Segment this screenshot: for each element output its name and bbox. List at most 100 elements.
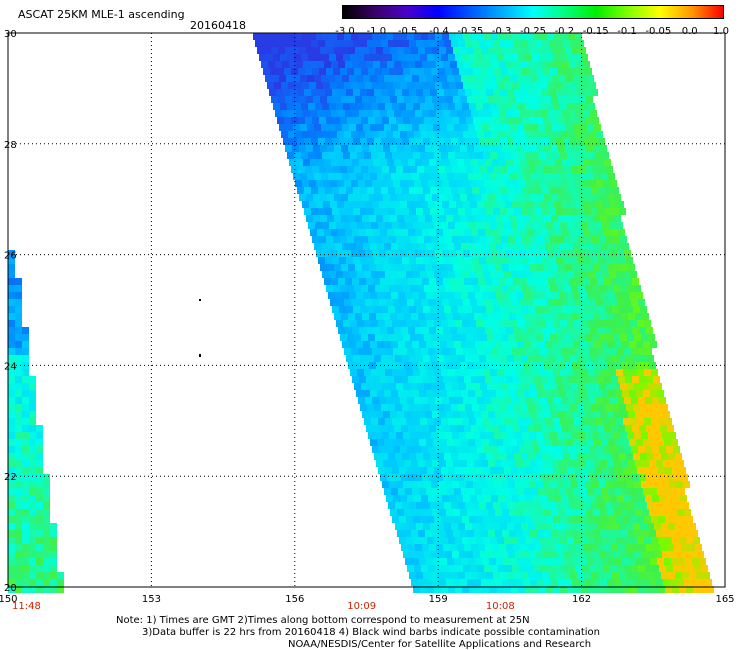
- swath-cell: [679, 467, 686, 474]
- swath-cell: [504, 222, 511, 229]
- swath-cell: [505, 495, 512, 502]
- swath-cell: [295, 131, 302, 138]
- swath-cell: [358, 180, 365, 187]
- swath-cell: [546, 537, 553, 544]
- swath-cell: [681, 544, 688, 551]
- swath-cell: [561, 82, 568, 89]
- swath-cell: [429, 474, 436, 481]
- swath-cell: [657, 558, 664, 565]
- swath-cell: [689, 523, 696, 530]
- swath-cell: [476, 222, 483, 229]
- swath-cell: [344, 348, 351, 355]
- swath-cell: [539, 418, 546, 425]
- swath-cell: [469, 103, 476, 110]
- swath-cell: [325, 257, 332, 264]
- swath-cell: [362, 264, 369, 271]
- swath-cell: [275, 61, 282, 68]
- swath-cell: [505, 33, 512, 40]
- swath-cell: [554, 82, 561, 89]
- swath-cell: [321, 173, 328, 180]
- swath-cell: [593, 194, 600, 201]
- swath-cell: [309, 82, 316, 89]
- swath-cell: [475, 124, 482, 131]
- swath-cell: [523, 96, 530, 103]
- swath-cell: [352, 110, 359, 117]
- swath-cell: [348, 145, 355, 152]
- swath-cell: [683, 481, 690, 488]
- swath-cell: [467, 194, 474, 201]
- swath-cell: [505, 82, 512, 89]
- swath-cell: [29, 530, 36, 537]
- swath-cell: [590, 110, 597, 117]
- swath-cell: [431, 481, 438, 488]
- wind-barb-mark: [199, 299, 201, 301]
- swath-cell: [472, 89, 479, 96]
- swath-cell: [629, 292, 636, 299]
- swath-cell: [535, 208, 542, 215]
- swath-cell: [493, 523, 500, 530]
- swath-cell: [424, 68, 431, 75]
- swath-cell: [584, 453, 591, 460]
- swath-cell: [444, 502, 451, 509]
- swath-cell: [426, 243, 433, 250]
- swath-cell: [421, 397, 428, 404]
- swath-cell: [340, 285, 347, 292]
- swath-cell: [378, 271, 385, 278]
- swath-cell: [416, 208, 423, 215]
- swath-cell: [561, 131, 568, 138]
- swath-cell: [374, 138, 381, 145]
- swath-cell: [514, 404, 521, 411]
- swath-cell: [558, 313, 565, 320]
- swath-cell: [400, 33, 407, 40]
- swath-cell: [580, 173, 587, 180]
- swath-cell: [591, 355, 598, 362]
- swath-cell: [433, 341, 440, 348]
- swath-cell: [428, 180, 435, 187]
- swath-cell: [552, 292, 559, 299]
- swath-cell: [344, 201, 351, 208]
- swath-cell: [585, 551, 592, 558]
- swath-cell: [570, 187, 577, 194]
- swath-cell: [498, 131, 505, 138]
- swath-cell: [470, 82, 477, 89]
- swath-cell: [466, 166, 473, 173]
- swath-cell: [401, 474, 408, 481]
- swath-cell: [333, 285, 340, 292]
- swath-cell: [501, 117, 508, 124]
- swath-cell: [57, 586, 64, 593]
- swath-cell: [520, 474, 527, 481]
- swath-cell: [623, 369, 630, 376]
- swath-cell: [651, 369, 658, 376]
- swath-cell: [588, 418, 595, 425]
- swath-cell: [8, 327, 15, 334]
- swath-cell: [285, 145, 292, 152]
- swath-cell: [434, 467, 441, 474]
- swath-cell: [604, 474, 611, 481]
- swath-cell: [502, 313, 509, 320]
- swath-cell: [521, 502, 528, 509]
- swath-cell: [376, 264, 383, 271]
- swath-cell: [410, 481, 417, 488]
- swath-cell: [657, 439, 664, 446]
- swath-cell: [596, 250, 603, 257]
- swath-cell: [601, 341, 608, 348]
- swath-cell: [454, 439, 461, 446]
- swath-cell: [455, 369, 462, 376]
- swath-cell: [558, 96, 565, 103]
- swath-cell: [512, 348, 519, 355]
- swath-cell: [329, 222, 336, 229]
- swath-cell: [553, 103, 560, 110]
- swath-cell: [374, 404, 381, 411]
- swath-cell: [405, 173, 412, 180]
- swath-cell: [486, 572, 493, 579]
- swath-cell: [457, 327, 464, 334]
- swath-cell: [562, 544, 569, 551]
- swath-cell: [377, 124, 384, 131]
- swath-cell: [8, 523, 15, 530]
- swath-cell: [464, 159, 471, 166]
- swath-cell: [563, 355, 570, 362]
- swath-cell: [632, 278, 639, 285]
- swath-cell: [647, 523, 654, 530]
- swath-cell: [510, 558, 517, 565]
- swath-cell: [612, 355, 619, 362]
